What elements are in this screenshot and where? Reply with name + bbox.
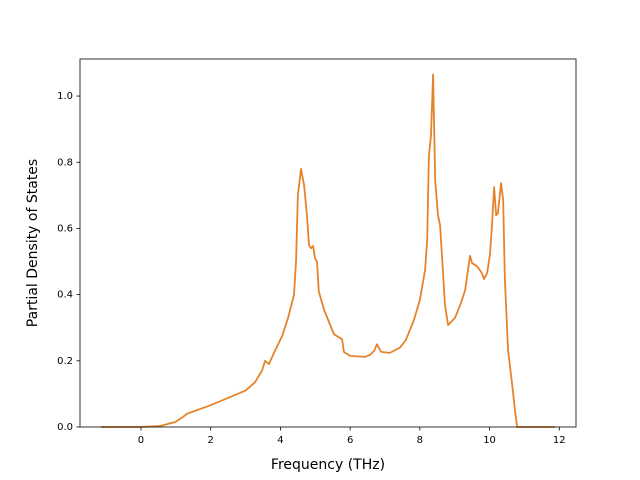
y-tick-label: 0.2	[57, 356, 73, 367]
x-tick-label: 2	[208, 435, 214, 446]
x-axis-label: Frequency (THz)	[271, 457, 385, 473]
x-tick-label: 10	[483, 435, 496, 446]
y-tick-label: 1.0	[57, 91, 73, 102]
y-tick-label: 0.0	[57, 422, 73, 433]
x-tick-label: 12	[553, 435, 566, 446]
x-tick-label: 8	[417, 435, 423, 446]
y-tick-label: 0.8	[57, 157, 73, 168]
x-tick-label: 4	[277, 435, 283, 446]
y-tick-label: 0.4	[57, 290, 73, 301]
x-tick-label: 0	[138, 435, 144, 446]
x-tick-label: 6	[347, 435, 353, 446]
line	[100, 73, 556, 428]
y-tick-label: 0.6	[57, 223, 73, 234]
y-axis-label: Partial Density of States	[25, 159, 41, 327]
axes-frame	[79, 58, 577, 428]
